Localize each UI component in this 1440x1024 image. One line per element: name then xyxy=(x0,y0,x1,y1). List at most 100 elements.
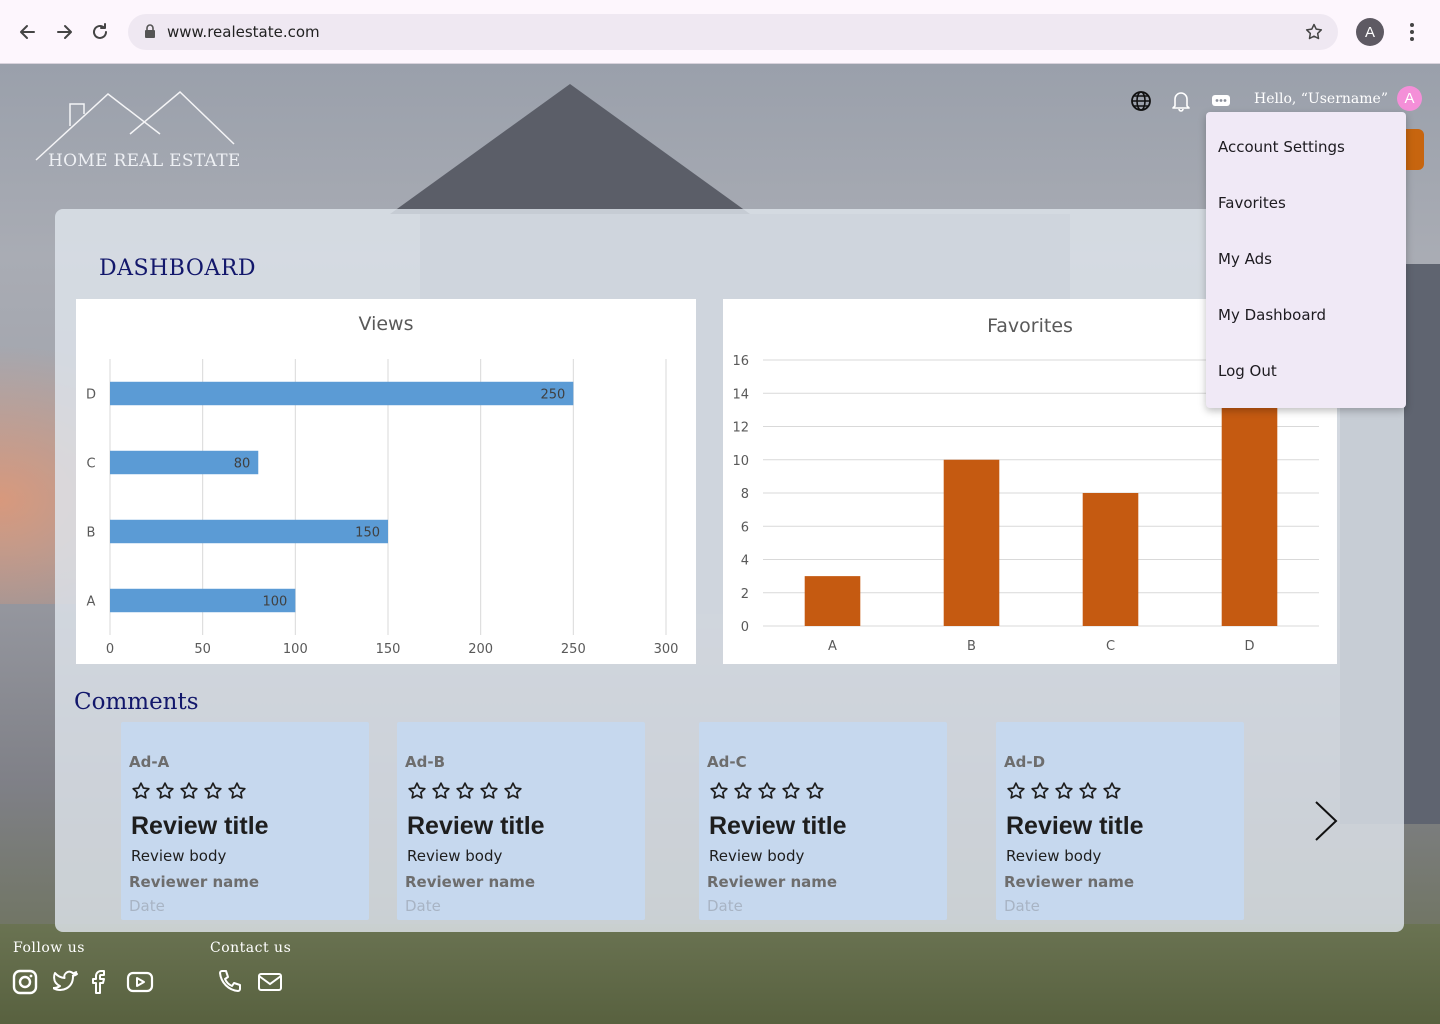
favorites-y-tick-label: 8 xyxy=(741,487,749,502)
favorites-chart-title: Favorites xyxy=(987,315,1073,337)
views-chart: Views 0 50 100 150 200 250 300 A 100 B 150 C 80 D 250 xyxy=(76,299,696,664)
user-avatar[interactable]: A xyxy=(1397,86,1422,111)
star-icon[interactable] xyxy=(1054,781,1074,806)
favorites-chart-plot: 0 2 4 6 8 10 12 14 16 A B C D xyxy=(732,354,1319,654)
favorites-x-tick-label: B xyxy=(967,639,976,654)
twitter-link[interactable] xyxy=(52,968,80,996)
favorites-y-tick-label: 14 xyxy=(732,387,749,402)
views-bar xyxy=(110,381,574,406)
dashboard-title: DASHBOARD xyxy=(99,256,256,281)
menu-item-log-out[interactable]: Log Out xyxy=(1218,362,1277,380)
twitter-icon xyxy=(53,970,78,991)
review-title: Review title xyxy=(407,812,545,840)
star-icon[interactable] xyxy=(1030,781,1050,806)
browser-profile-avatar[interactable]: A xyxy=(1356,18,1384,46)
user-greeting[interactable]: Hello, “Username” xyxy=(1254,91,1388,107)
messages-button[interactable] xyxy=(1210,90,1232,112)
views-x-tick-label: 200 xyxy=(468,642,493,657)
star-icon[interactable] xyxy=(407,781,427,806)
comment-card[interactable]: Ad-B Review title Review body Reviewer name… xyxy=(397,722,645,920)
reviewer-name: Reviewer name xyxy=(707,873,838,891)
star-icon[interactable] xyxy=(455,781,475,806)
comment-card[interactable]: Ad-A Review title Review body Reviewer name… xyxy=(121,722,369,920)
review-body: Review body xyxy=(1006,847,1102,865)
favorites-x-tick-label: A xyxy=(828,639,837,654)
rating-stars[interactable] xyxy=(131,781,247,806)
arrow-right-icon xyxy=(57,25,72,39)
background-lawn xyxy=(0,924,1440,1024)
review-date: Date xyxy=(405,897,441,915)
logo-text[interactable]: HOME REAL ESTATE xyxy=(48,151,241,171)
reload-button[interactable] xyxy=(86,18,114,46)
review-date: Date xyxy=(1004,897,1040,915)
comment-card[interactable]: Ad-D Review title Review body Reviewer name… xyxy=(996,722,1244,920)
instagram-icon xyxy=(12,969,38,995)
mail-link[interactable] xyxy=(256,968,284,996)
back-button[interactable] xyxy=(14,18,42,46)
rating-stars[interactable] xyxy=(407,781,523,806)
comment-ad-name: Ad-C xyxy=(707,753,747,771)
views-x-tick-label: 300 xyxy=(654,642,679,657)
star-icon[interactable] xyxy=(757,781,777,806)
youtube-icon xyxy=(126,971,154,993)
star-icon[interactable] xyxy=(227,781,247,806)
url-text[interactable]: www.realestate.com xyxy=(167,23,320,41)
menu-item-favorites[interactable]: Favorites xyxy=(1218,194,1286,212)
lock-icon xyxy=(145,24,155,38)
star-icon[interactable] xyxy=(479,781,499,806)
reload-icon xyxy=(93,23,107,39)
forward-button[interactable] xyxy=(50,18,78,46)
notifications-button[interactable] xyxy=(1170,90,1192,112)
favorites-y-tick-label: 10 xyxy=(732,454,749,469)
favorites-y-tick-label: 6 xyxy=(741,520,749,535)
star-icon[interactable] xyxy=(781,781,801,806)
favorites-y-tick-label: 16 xyxy=(732,354,749,369)
comment-card[interactable]: Ad-C Review title Review body Reviewer name… xyxy=(699,722,947,920)
reviewer-name: Reviewer name xyxy=(129,873,260,891)
language-button[interactable] xyxy=(1130,90,1152,112)
facebook-link[interactable] xyxy=(86,968,114,996)
logo-text-rest: REAL ESTATE xyxy=(113,151,241,171)
menu-item-my-dashboard[interactable]: My Dashboard xyxy=(1218,306,1326,324)
star-icon[interactable] xyxy=(733,781,753,806)
rating-stars[interactable] xyxy=(709,781,825,806)
favorites-bar xyxy=(943,459,1000,626)
star-icon[interactable] xyxy=(431,781,451,806)
review-title: Review title xyxy=(131,812,269,840)
favorites-y-tick-label: 2 xyxy=(741,587,749,602)
comment-ad-name: Ad-A xyxy=(129,753,170,771)
review-body: Review body xyxy=(407,847,503,865)
next-comments-button[interactable] xyxy=(1310,798,1342,844)
background-roof xyxy=(390,84,750,214)
menu-item-my-ads[interactable]: My Ads xyxy=(1218,250,1272,268)
views-data-label: 250 xyxy=(541,388,566,403)
menu-item-account-settings[interactable]: Account Settings xyxy=(1218,138,1345,156)
views-chart-plot: 0 50 100 150 200 250 300 A 100 B 150 C 80 D 250 xyxy=(86,359,679,657)
star-icon[interactable] xyxy=(1006,781,1026,806)
arrow-left-icon xyxy=(20,25,35,39)
bookmark-star-icon[interactable] xyxy=(1304,22,1324,42)
star-icon[interactable] xyxy=(503,781,523,806)
rating-stars[interactable] xyxy=(1006,781,1122,806)
review-body: Review body xyxy=(709,847,805,865)
star-icon[interactable] xyxy=(1078,781,1098,806)
star-icon[interactable] xyxy=(155,781,175,806)
browser-menu-button[interactable] xyxy=(1402,18,1422,46)
comments-title: Comments xyxy=(74,689,199,715)
contact-us-label: Contact us xyxy=(210,940,292,956)
user-menu-dropdown: Account Settings Favorites My Ads My Das… xyxy=(1206,112,1406,408)
instagram-link[interactable] xyxy=(11,968,39,996)
address-bar[interactable]: www.realestate.com xyxy=(128,14,1338,50)
logo-house-icon[interactable] xyxy=(34,88,244,178)
youtube-link[interactable] xyxy=(126,968,154,996)
star-icon[interactable] xyxy=(131,781,151,806)
star-icon[interactable] xyxy=(179,781,199,806)
views-data-label: 100 xyxy=(263,595,288,610)
star-icon[interactable] xyxy=(805,781,825,806)
phone-link[interactable] xyxy=(215,968,243,996)
comment-ad-name: Ad-B xyxy=(405,753,446,771)
star-icon[interactable] xyxy=(203,781,223,806)
views-data-label: 80 xyxy=(234,457,251,472)
star-icon[interactable] xyxy=(1102,781,1122,806)
star-icon[interactable] xyxy=(709,781,729,806)
